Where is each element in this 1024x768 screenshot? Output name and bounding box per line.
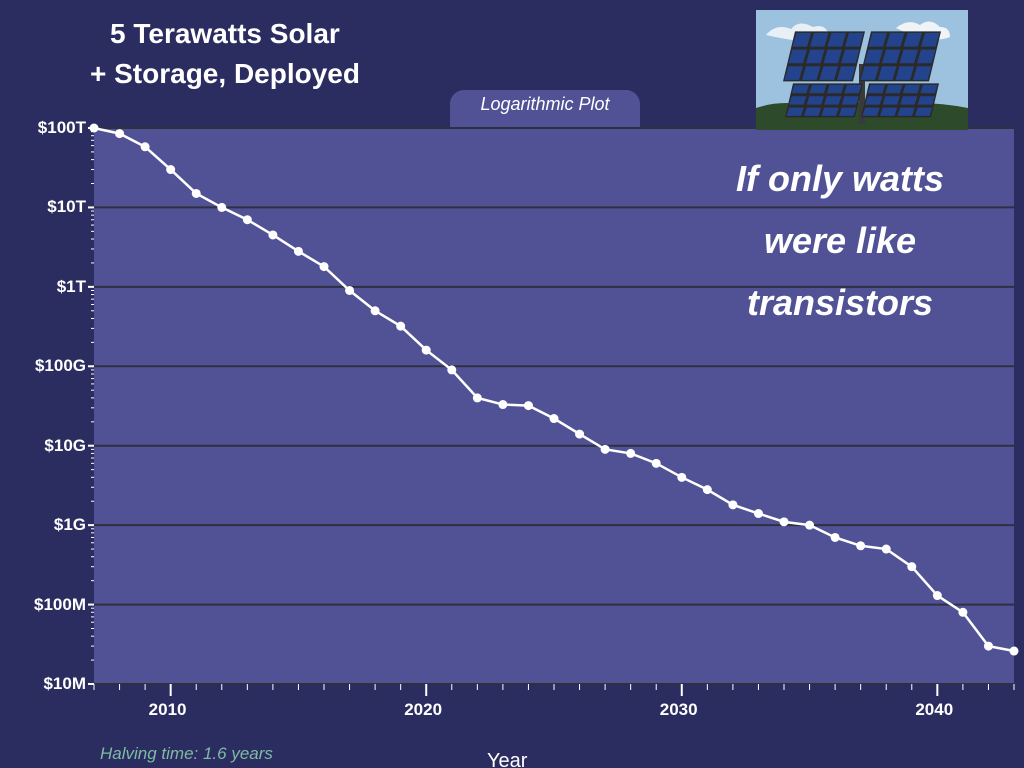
y-tick-label: $100G — [35, 356, 86, 376]
solar-panel-image — [756, 10, 968, 130]
overlay-line-3: transistors — [690, 274, 990, 336]
y-tick-label: $100M — [34, 595, 86, 615]
halving-time-footnote: Halving time: 1.6 years — [100, 744, 273, 764]
y-tick-label: $100T — [38, 118, 86, 138]
y-tick-label: $1G — [54, 515, 86, 535]
x-tick-label: 2020 — [404, 700, 442, 720]
y-tick-label: $10G — [44, 436, 86, 456]
x-tick-label: 2010 — [149, 700, 187, 720]
y-tick-label: $10T — [47, 197, 86, 217]
x-tick-label: 2040 — [915, 700, 953, 720]
x-tick-label: 2030 — [660, 700, 698, 720]
overlay-line-1: If only watts — [690, 150, 990, 212]
overlay-slogan: If only watts were like transistors — [690, 150, 990, 336]
y-tick-label: $1T — [57, 277, 86, 297]
slide: 5 Terawatts Solar + Storage, Deployed Lo… — [0, 0, 1024, 768]
overlay-line-2: were like — [690, 212, 990, 274]
x-axis-title: Year — [487, 750, 527, 768]
y-tick-label: $10M — [43, 674, 86, 694]
